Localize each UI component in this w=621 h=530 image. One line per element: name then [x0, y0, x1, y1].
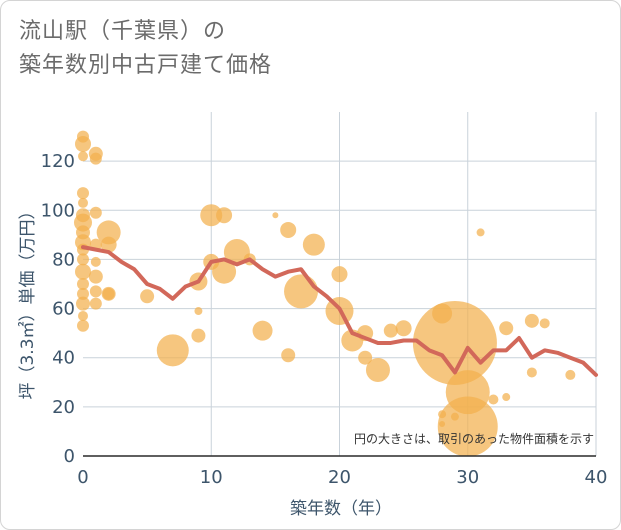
- x-tick-label-30: 30: [456, 467, 479, 488]
- bubble-point-4: [78, 197, 88, 208]
- chart-title: 流山駅（千葉県）の 築年数別中古戸建て価格: [19, 15, 272, 83]
- bubble-point-42: [280, 221, 297, 238]
- average-line-series: [81, 245, 598, 377]
- bubble-point-36: [216, 207, 233, 224]
- size-annotation: 円の大きさは、取引のあった物件面積を示す: [354, 431, 594, 446]
- y-tick-label-120: 120: [41, 151, 75, 172]
- bubble-point-34: [200, 204, 223, 227]
- x-tick-label-20: 20: [328, 467, 351, 488]
- bubble-point-32: [194, 307, 203, 316]
- x-tick-label-0: 0: [77, 467, 88, 488]
- bubble-point-23: [89, 285, 102, 298]
- bubble-point-57: [412, 300, 497, 385]
- bubble-point-15: [78, 310, 88, 321]
- bubble-point-3: [77, 187, 89, 200]
- bubble-point-63: [499, 321, 514, 336]
- bubble-point-50: [358, 350, 373, 365]
- bubble-point-65: [524, 313, 539, 328]
- x-tick-label-40: 40: [585, 467, 608, 488]
- chart-title-line-2: 築年数別中古戸建て価格: [19, 53, 273, 78]
- bubble-point-60: [437, 396, 498, 457]
- bubble-point-51: [365, 358, 390, 382]
- bubble-point-37: [212, 259, 237, 284]
- bubble-point-64: [502, 393, 511, 402]
- bubble-point-14: [76, 296, 90, 311]
- y-tick-label-80: 80: [52, 249, 75, 270]
- grid-lines: [83, 112, 597, 456]
- bubble-point-38: [223, 239, 250, 266]
- bubble-point-53: [395, 320, 412, 337]
- chart-title-line-1: 流山駅（千葉県）の: [19, 19, 227, 44]
- bubble-point-26: [100, 236, 117, 253]
- bubble-point-25: [96, 220, 121, 245]
- bubble-point-33: [191, 328, 206, 343]
- bubble-point-24: [89, 297, 102, 310]
- bubble-point-18: [89, 152, 102, 165]
- y-tick-label-0: 0: [64, 446, 75, 467]
- bubble-point-66: [526, 367, 537, 378]
- bubble-point-30: [156, 334, 189, 367]
- bubble-point-40: [252, 320, 273, 341]
- bubble-point-19: [89, 206, 102, 219]
- bubble-point-11: [75, 263, 91, 280]
- bubble-point-61: [476, 228, 485, 237]
- bubble-point-1: [75, 135, 91, 152]
- axes: 0 20 40 60 80 100 120 0 10 20 30 40: [41, 151, 608, 488]
- bubble-point-21: [90, 256, 101, 267]
- bubble-point-62: [488, 394, 499, 405]
- bubble-point-67: [539, 318, 550, 329]
- bubble-point-44: [284, 274, 319, 309]
- bubble-point-29: [140, 289, 155, 304]
- bubble-point-13: [77, 287, 89, 300]
- y-tick-label-100: 100: [41, 200, 75, 221]
- bubble-point-2: [78, 151, 88, 162]
- y-tick-label-40: 40: [52, 348, 75, 369]
- bubble-point-10: [77, 253, 89, 266]
- bubble-point-46: [331, 266, 348, 283]
- bubble-point-28: [102, 287, 115, 300]
- bubble-point-41: [272, 212, 279, 219]
- bubble-point-45: [302, 233, 325, 256]
- x-axis-label: 築年数（年）: [290, 499, 392, 519]
- y-tick-label-20: 20: [52, 397, 75, 418]
- bubble-point-22: [88, 269, 103, 284]
- bubble-point-16: [77, 319, 89, 332]
- bubble-point-52: [383, 323, 398, 338]
- y-tick-label-60: 60: [52, 299, 75, 320]
- y-axis-label: 坪（3.3㎡）単価（万円）: [18, 202, 38, 399]
- bubble-point-68: [565, 369, 576, 380]
- average-price-line: [81, 245, 598, 377]
- bubble-point-12: [77, 278, 89, 290]
- x-tick-label-10: 10: [200, 467, 223, 488]
- bubble-point-43: [281, 348, 296, 363]
